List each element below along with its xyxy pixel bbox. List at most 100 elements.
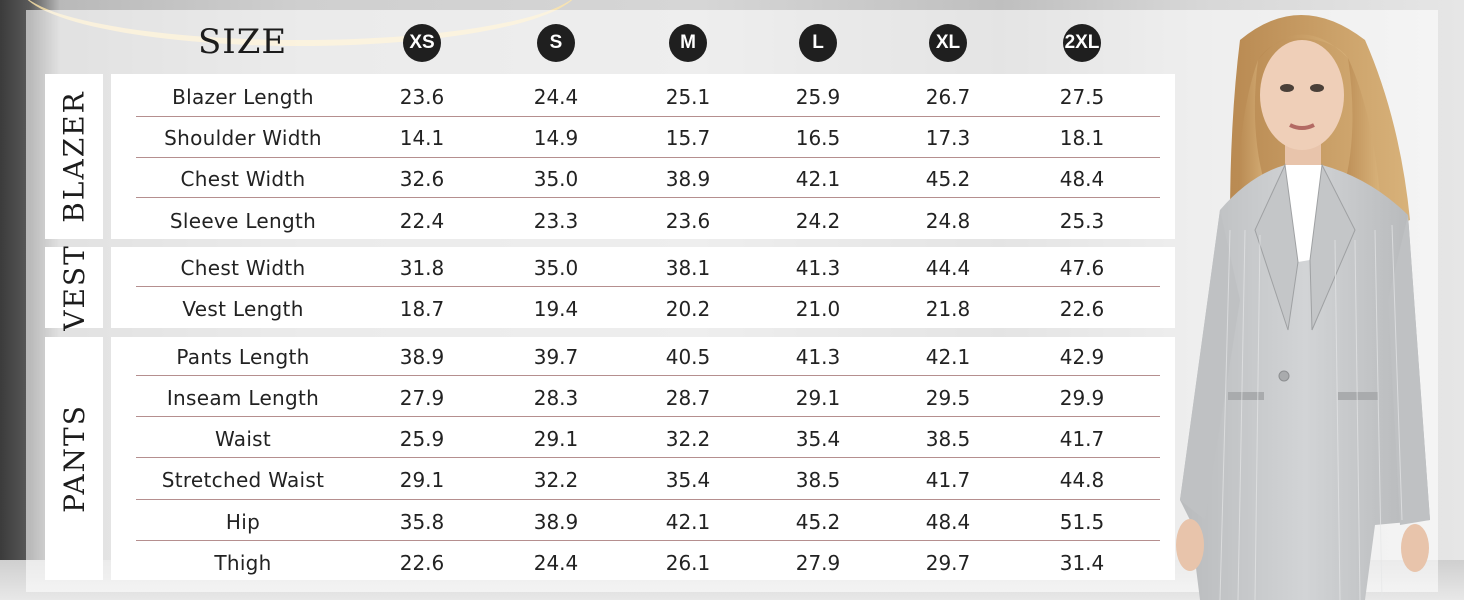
value-cell-l: 41.3	[795, 345, 841, 369]
row-divider	[136, 197, 1160, 198]
section-table-blazer: Blazer Length 23.6 24.4 25.1 25.9 26.7 27.5 Sho…	[111, 74, 1175, 239]
row-divider	[136, 416, 1160, 417]
value-cell-m: 40.5	[665, 345, 711, 369]
value-cell-xs: 22.4	[399, 209, 445, 233]
value-cell-xs: 32.6	[399, 167, 445, 191]
value-cell-xl: 45.2	[925, 167, 971, 191]
value-cell-m: 35.4	[665, 468, 711, 492]
value-cell-m: 32.2	[665, 427, 711, 451]
value-cell-2xl: 47.6	[1059, 256, 1105, 280]
value-cell-xs: 38.9	[399, 345, 445, 369]
size-badge-2xl: 2XL	[1063, 24, 1101, 62]
value-cell-2xl: 27.5	[1059, 85, 1105, 109]
value-cell-s: 35.0	[533, 256, 579, 280]
measurement-label: Shoulder Width	[164, 126, 322, 150]
row-divider	[136, 116, 1160, 117]
value-cell-s: 24.4	[533, 551, 579, 575]
measurement-label: Chest Width	[180, 256, 306, 280]
value-cell-xl: 38.5	[925, 427, 971, 451]
value-cell-s: 28.3	[533, 386, 579, 410]
table-row: Chest Width 31.8 35.0 38.1 41.3 44.4 47.6	[111, 255, 1175, 283]
table-row: Pants Length 38.9 39.7 40.5 41.3 42.1 42.9	[111, 344, 1175, 372]
row-divider	[136, 457, 1160, 458]
value-cell-l: 41.3	[795, 256, 841, 280]
measurement-label: Stretched Waist	[161, 468, 325, 492]
value-cell-l: 21.0	[795, 297, 841, 321]
value-cell-s: 38.9	[533, 510, 579, 534]
value-cell-xl: 44.4	[925, 256, 971, 280]
value-cell-l: 25.9	[795, 85, 841, 109]
table-row: Hip 35.8 38.9 42.1 45.2 48.4 51.5	[111, 509, 1175, 537]
size-badge-xs: XS	[403, 24, 441, 62]
table-row: Sleeve Length 22.4 23.3 23.6 24.2 24.8 25.3	[111, 208, 1175, 236]
table-row: Inseam Length 27.9 28.3 28.7 29.1 29.5 29.9	[111, 385, 1175, 413]
measurement-label: Blazer Length	[172, 85, 314, 109]
value-cell-l: 35.4	[795, 427, 841, 451]
value-cell-xs: 18.7	[399, 297, 445, 321]
value-cell-m: 20.2	[665, 297, 711, 321]
section-label-text: BLAZER	[57, 90, 91, 223]
value-cell-xs: 25.9	[399, 427, 445, 451]
value-cell-xl: 29.7	[925, 551, 971, 575]
value-cell-s: 29.1	[533, 427, 579, 451]
size-badge-l: L	[799, 24, 837, 62]
measurement-label: Vest Length	[182, 297, 304, 321]
value-cell-m: 42.1	[665, 510, 711, 534]
value-cell-2xl: 41.7	[1059, 427, 1105, 451]
row-divider	[136, 375, 1160, 376]
measurement-label: Sleeve Length	[169, 209, 317, 233]
value-cell-xs: 29.1	[399, 468, 445, 492]
value-cell-xl: 21.8	[925, 297, 971, 321]
value-cell-xs: 31.8	[399, 256, 445, 280]
value-cell-xs: 23.6	[399, 85, 445, 109]
value-cell-l: 16.5	[795, 126, 841, 150]
value-cell-m: 15.7	[665, 126, 711, 150]
value-cell-xs: 35.8	[399, 510, 445, 534]
table-row: Waist 25.9 29.1 32.2 35.4 38.5 41.7	[111, 426, 1175, 454]
section-table-vest: Chest Width 31.8 35.0 38.1 41.3 44.4 47.6 Vest …	[111, 247, 1175, 328]
section-label-pants: PANTS	[45, 337, 103, 580]
section-label-blazer: BLAZER	[45, 74, 103, 239]
table-row: Shoulder Width 14.1 14.9 15.7 16.5 17.3 18.1	[111, 125, 1175, 153]
value-cell-xl: 24.8	[925, 209, 971, 233]
measurement-label: Waist	[214, 427, 272, 451]
value-cell-m: 38.1	[665, 256, 711, 280]
value-cell-l: 45.2	[795, 510, 841, 534]
value-cell-2xl: 25.3	[1059, 209, 1105, 233]
value-cell-s: 39.7	[533, 345, 579, 369]
value-cell-l: 42.1	[795, 167, 841, 191]
measurement-label: Chest Width	[180, 167, 306, 191]
size-badge-m: M	[669, 24, 707, 62]
value-cell-m: 23.6	[665, 209, 711, 233]
value-cell-m: 25.1	[665, 85, 711, 109]
value-cell-s: 32.2	[533, 468, 579, 492]
value-cell-xl: 41.7	[925, 468, 971, 492]
value-cell-xs: 14.1	[399, 126, 445, 150]
value-cell-2xl: 42.9	[1059, 345, 1105, 369]
value-cell-l: 24.2	[795, 209, 841, 233]
value-cell-l: 29.1	[795, 386, 841, 410]
value-cell-s: 19.4	[533, 297, 579, 321]
row-divider	[136, 157, 1160, 158]
value-cell-l: 38.5	[795, 468, 841, 492]
size-badge-xl: XL	[929, 24, 967, 62]
section-label-vest: VEST	[45, 244, 103, 331]
section-label-text: PANTS	[57, 404, 91, 513]
table-row: Stretched Waist 29.1 32.2 35.4 38.5 41.7 44.8	[111, 467, 1175, 495]
value-cell-xl: 26.7	[925, 85, 971, 109]
table-row: Chest Width 32.6 35.0 38.9 42.1 45.2 48.4	[111, 166, 1175, 194]
value-cell-s: 14.9	[533, 126, 579, 150]
measurement-label: Hip	[225, 510, 261, 534]
value-cell-m: 26.1	[665, 551, 711, 575]
value-cell-s: 23.3	[533, 209, 579, 233]
value-cell-2xl: 29.9	[1059, 386, 1105, 410]
value-cell-xs: 27.9	[399, 386, 445, 410]
value-cell-xl: 17.3	[925, 126, 971, 150]
value-cell-xs: 22.6	[399, 551, 445, 575]
value-cell-xl: 42.1	[925, 345, 971, 369]
table-row: Blazer Length 23.6 24.4 25.1 25.9 26.7 27.5	[111, 84, 1175, 112]
value-cell-2xl: 44.8	[1059, 468, 1105, 492]
value-cell-2xl: 51.5	[1059, 510, 1105, 534]
value-cell-2xl: 22.6	[1059, 297, 1105, 321]
value-cell-l: 27.9	[795, 551, 841, 575]
